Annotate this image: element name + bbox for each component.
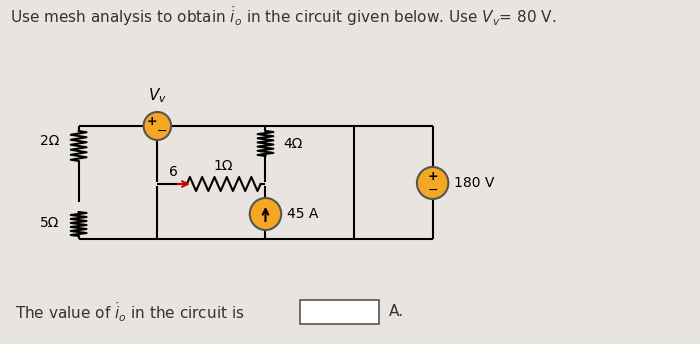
Circle shape (250, 198, 281, 230)
Text: 1Ω: 1Ω (214, 159, 233, 173)
Circle shape (417, 167, 449, 199)
Text: 6: 6 (169, 165, 178, 179)
Text: The value of $\dot{i}_o$ in the circuit is: The value of $\dot{i}_o$ in the circuit … (15, 300, 244, 324)
Bar (300, 300, 379, 324)
Text: 45 A: 45 A (287, 207, 318, 221)
Text: +: + (147, 115, 158, 128)
Circle shape (144, 112, 171, 140)
Text: −: − (428, 183, 438, 196)
Text: +: + (427, 170, 438, 183)
Text: A.: A. (389, 304, 403, 320)
Text: 4Ω: 4Ω (284, 137, 302, 151)
Text: 180 V: 180 V (454, 176, 495, 190)
Text: Use mesh analysis to obtain $\dot{i}_o$ in the circuit given below. Use $V_v$= 8: Use mesh analysis to obtain $\dot{i}_o$ … (10, 4, 556, 28)
Text: 5Ω: 5Ω (40, 216, 59, 230)
Text: −: − (157, 125, 167, 138)
Text: 2Ω: 2Ω (40, 134, 59, 148)
Text: $V_v$: $V_v$ (148, 87, 167, 105)
